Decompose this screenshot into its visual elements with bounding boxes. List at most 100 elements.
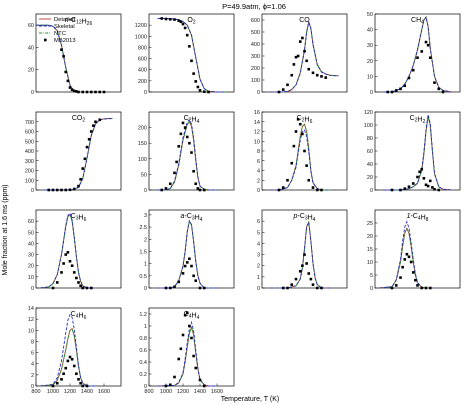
data-point <box>81 90 85 94</box>
legend-item: Detailed <box>39 17 75 23</box>
data-point <box>290 161 294 165</box>
data-point <box>66 251 70 254</box>
data-point <box>399 87 402 91</box>
y-tick-label: 3 <box>144 213 147 219</box>
data-point <box>62 262 65 265</box>
y-tick-label: 40 <box>28 45 34 51</box>
y-tick-label: 10 <box>254 139 260 145</box>
y-tick-label: 14 <box>254 120 260 126</box>
data-point <box>301 264 304 268</box>
data-point <box>75 372 78 376</box>
data-point <box>181 22 185 26</box>
y-tick-label: 20 <box>28 264 34 270</box>
data-point <box>207 90 210 94</box>
y-tick-label: 60 <box>28 219 34 225</box>
data-point <box>196 85 200 89</box>
panel-2: 0 200 400 600 800 1000 1200 O2 <box>135 13 235 96</box>
panel-frame <box>261 13 348 93</box>
panel-10: 0 0.5 1 1.5 2 2.5 3 a-C3H4 <box>139 209 235 292</box>
data-point <box>405 252 409 256</box>
data-point <box>77 184 80 188</box>
data-point <box>202 286 206 290</box>
x-tick-label: 1000 <box>160 389 172 395</box>
data-point <box>424 286 428 290</box>
series-line-detailed <box>157 18 226 93</box>
data-point <box>179 132 183 136</box>
y-tick-label: 120 <box>364 110 373 116</box>
data-point <box>102 90 106 94</box>
data-point <box>198 378 202 382</box>
y-tick-label: 0 <box>31 90 34 96</box>
y-tick-label: 150 <box>138 141 147 147</box>
data-point <box>85 286 89 290</box>
data-point <box>407 255 411 259</box>
data-point <box>320 286 323 290</box>
data-point <box>181 272 185 275</box>
data-point <box>431 186 434 189</box>
series-line-detailed <box>270 123 330 191</box>
data-point <box>307 272 311 275</box>
series-line-ntc <box>270 20 339 93</box>
data-point <box>55 381 59 385</box>
series-line-ntc <box>40 327 96 387</box>
series-line-ntc <box>379 227 435 289</box>
data-point <box>305 59 308 63</box>
panel-title: a-C3H4 <box>181 213 203 223</box>
data-point <box>311 283 315 286</box>
data-point <box>190 151 193 154</box>
data-point <box>426 184 430 188</box>
data-point <box>192 72 195 75</box>
data-point <box>173 375 176 379</box>
data-point <box>424 183 428 187</box>
series-line-detailed <box>383 116 452 191</box>
panel-title: p-C3H4 <box>293 213 316 223</box>
x-tick-label: 800 <box>31 389 40 395</box>
legend-label: NTC <box>54 31 66 37</box>
legend-label: Skeletal <box>54 24 75 30</box>
legend-swatch <box>44 38 47 42</box>
panel-title: CO <box>299 17 310 24</box>
data-point <box>315 188 319 192</box>
y-tick-label: 60 <box>28 23 34 29</box>
series-line-detailed <box>157 121 217 191</box>
data-point <box>98 90 102 94</box>
data-point <box>60 188 63 192</box>
data-point <box>277 188 281 192</box>
data-point <box>390 286 394 290</box>
data-point <box>70 357 74 361</box>
data-point <box>303 149 306 153</box>
data-point <box>286 178 289 182</box>
data-point <box>307 67 311 71</box>
data-point <box>194 366 198 370</box>
y-tick-label: 6 <box>257 159 260 165</box>
y-tick-label: 60 <box>367 149 373 155</box>
panel-frame <box>374 209 461 289</box>
data-point <box>188 141 191 145</box>
y-tick-label: 4 <box>31 362 34 368</box>
data-point <box>411 182 415 185</box>
data-point <box>414 278 417 282</box>
y-tick-label: 600 <box>25 130 34 136</box>
series-line-ntc <box>44 117 113 191</box>
legend-label: Detailed <box>54 17 75 23</box>
data-point <box>190 264 193 268</box>
figure-suptitle: P=49.9atm, ϕ=1.06 <box>222 2 286 11</box>
series-line-detailed <box>270 20 339 93</box>
data-point <box>79 177 82 181</box>
panel-title: 1-C4H8 <box>407 213 429 223</box>
data-point <box>305 164 308 167</box>
panel-title: n-C12H26 <box>65 17 93 27</box>
data-point <box>89 130 93 133</box>
series-line-ntc <box>383 116 452 191</box>
data-point <box>168 182 172 186</box>
y-tick-label: 8 <box>31 339 34 345</box>
x-tick-label: 800 <box>144 389 153 395</box>
data-point <box>281 88 285 91</box>
panel-6: 0 50 100 150 200 C2H4 <box>138 111 235 194</box>
data-point <box>294 130 298 133</box>
panel-frame <box>261 209 348 289</box>
data-point <box>60 48 63 51</box>
data-point <box>77 281 80 284</box>
data-point <box>64 366 68 370</box>
data-point <box>173 171 176 175</box>
